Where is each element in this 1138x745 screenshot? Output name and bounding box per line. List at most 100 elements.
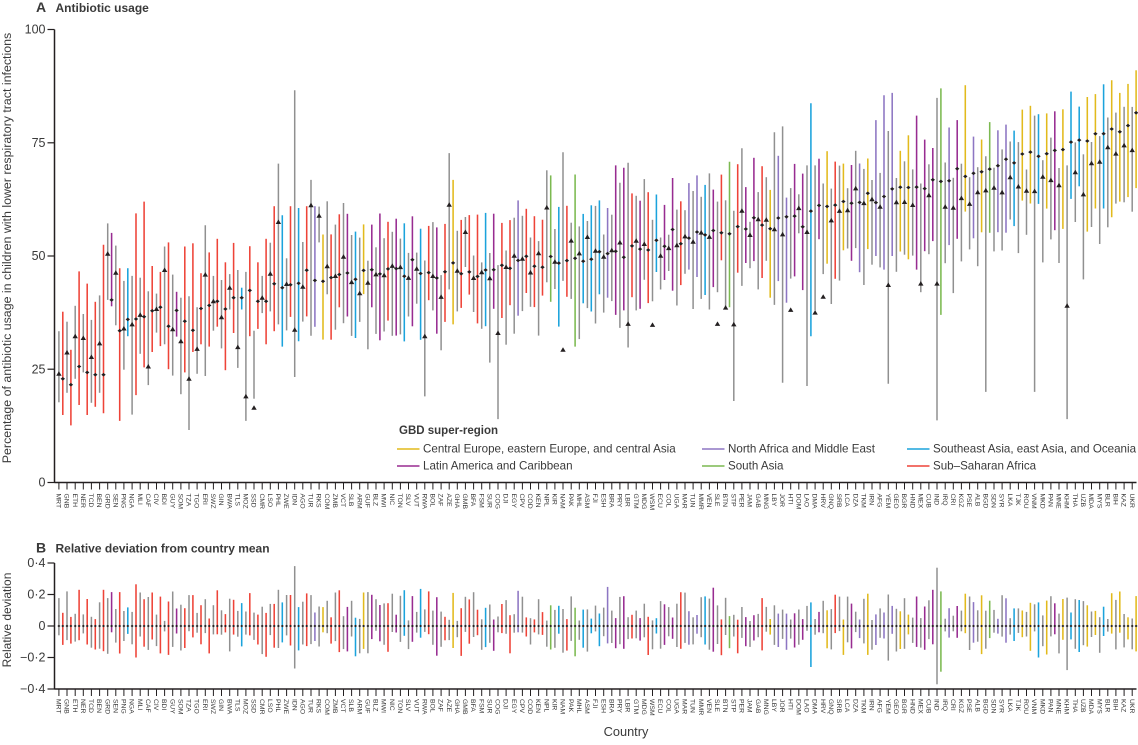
svg-text:NPL: NPL <box>542 699 549 712</box>
svg-text:MDA: MDA <box>1087 699 1094 715</box>
svg-text:GMB: GMB <box>461 699 468 715</box>
svg-text:SDN: SDN <box>990 699 997 713</box>
svg-text:SDN: SDN <box>990 494 997 508</box>
svg-text:ALB: ALB <box>973 699 980 712</box>
svg-text:TUR: TUR <box>307 494 314 508</box>
svg-text:LCA: LCA <box>843 699 850 713</box>
svg-text:NGA: NGA <box>128 699 135 714</box>
svg-text:IDN: IDN <box>290 494 297 506</box>
svg-text:COL: COL <box>664 699 671 713</box>
svg-text:ZMB: ZMB <box>331 494 338 509</box>
svg-text:TCD: TCD <box>87 494 94 508</box>
svg-text:FSM: FSM <box>477 699 484 714</box>
svg-text:CMR: CMR <box>258 494 265 510</box>
svg-text:STP: STP <box>729 494 736 508</box>
svg-text:BOL: BOL <box>429 494 436 508</box>
svg-text:SLB: SLB <box>347 494 354 507</box>
svg-text:GTM: GTM <box>632 699 639 714</box>
svg-text:TKM: TKM <box>860 494 867 509</box>
svg-text:Antibiotic usage: Antibiotic usage <box>56 1 150 15</box>
svg-text:WSM: WSM <box>648 494 655 511</box>
svg-text:GRD: GRD <box>103 699 110 714</box>
svg-text:MNE: MNE <box>1055 699 1062 715</box>
svg-text:GNB: GNB <box>63 699 70 714</box>
svg-text:Relative deviation: Relative deviation <box>0 573 14 668</box>
svg-text:IDN: IDN <box>290 699 297 711</box>
svg-text:RWA: RWA <box>420 699 427 715</box>
svg-text:BGR: BGR <box>900 699 907 714</box>
svg-text:CMR: CMR <box>258 699 265 715</box>
svg-text:COD: COD <box>526 494 533 509</box>
svg-text:IRN: IRN <box>868 494 875 506</box>
svg-text:JOR: JOR <box>778 494 785 508</box>
svg-text:CPV: CPV <box>518 699 525 713</box>
svg-text:HRV: HRV <box>819 494 826 509</box>
svg-text:AFG: AFG <box>876 494 883 508</box>
svg-text:MHL: MHL <box>575 494 582 509</box>
svg-text:LAO: LAO <box>803 699 810 713</box>
svg-text:MDG: MDG <box>640 699 647 715</box>
svg-text:50: 50 <box>32 249 46 263</box>
svg-text:KEN: KEN <box>534 494 541 508</box>
svg-text:HRV: HRV <box>819 699 826 714</box>
svg-text:NER: NER <box>79 494 86 508</box>
svg-text:MAR: MAR <box>681 494 688 509</box>
svg-text:JOR: JOR <box>778 699 785 713</box>
svg-text:BFA: BFA <box>469 699 476 712</box>
svg-text:BIH: BIH <box>1112 494 1119 505</box>
svg-text:PHL: PHL <box>274 494 281 507</box>
svg-text:MNE: MNE <box>1055 494 1062 510</box>
svg-text:LBR: LBR <box>624 699 631 712</box>
svg-text:EGY: EGY <box>510 699 517 714</box>
svg-text:ASM: ASM <box>583 494 590 509</box>
svg-text:UZB: UZB <box>1079 494 1086 508</box>
svg-text:HND: HND <box>908 494 915 509</box>
svg-text:VUT: VUT <box>412 494 419 508</box>
svg-text:TUN: TUN <box>689 494 696 508</box>
svg-text:TGO: TGO <box>193 494 200 509</box>
svg-text:Southeast Asia, east Asia, and: Southeast Asia, east Asia, and Oceania <box>933 443 1137 456</box>
svg-text:IND: IND <box>933 494 940 506</box>
svg-text:Percentage of antibiotic usage: Percentage of antibiotic usage in childr… <box>0 33 14 463</box>
svg-text:ZAF: ZAF <box>437 494 444 507</box>
svg-text:PER: PER <box>738 494 745 508</box>
svg-text:LBR: LBR <box>624 494 631 507</box>
svg-text:CAF: CAF <box>144 699 151 713</box>
svg-text:PHL: PHL <box>274 699 281 712</box>
svg-text:BTN: BTN <box>721 494 728 508</box>
svg-text:RWA: RWA <box>420 494 427 510</box>
svg-text:THA: THA <box>1071 699 1078 713</box>
svg-text:MLI: MLI <box>136 699 143 710</box>
svg-text:BRA: BRA <box>607 494 614 508</box>
svg-text:HTI: HTI <box>786 699 793 710</box>
svg-text:STP: STP <box>729 699 736 713</box>
svg-text:BGD: BGD <box>981 699 988 714</box>
svg-text:ESH: ESH <box>599 699 606 713</box>
svg-text:GUY: GUY <box>168 699 175 714</box>
svg-text:NAM: NAM <box>559 494 566 509</box>
svg-text:RKS: RKS <box>315 494 322 508</box>
svg-text:Latin America and Caribbean: Latin America and Caribbean <box>423 460 573 473</box>
svg-text:ARM: ARM <box>355 494 362 509</box>
svg-text:SUR: SUR <box>485 494 492 508</box>
svg-text:YEM: YEM <box>884 699 891 714</box>
svg-text:GEO: GEO <box>892 494 899 509</box>
svg-text:KAZ: KAZ <box>1120 699 1127 712</box>
svg-text:TGO: TGO <box>193 699 200 714</box>
svg-text:B: B <box>36 540 46 556</box>
svg-text:MYS: MYS <box>1095 494 1102 509</box>
svg-text:UKR: UKR <box>1128 699 1135 713</box>
svg-text:SLV: SLV <box>404 699 411 712</box>
svg-text:LSO: LSO <box>266 699 273 713</box>
svg-text:VUT: VUT <box>412 699 419 713</box>
svg-text:GBD super-region: GBD super-region <box>399 425 498 437</box>
svg-text:PAK: PAK <box>567 494 574 508</box>
svg-text:ROU: ROU <box>1022 494 1029 509</box>
svg-text:BDI: BDI <box>160 494 167 505</box>
svg-text:BEN: BEN <box>95 699 102 713</box>
svg-text:COM: COM <box>323 699 330 715</box>
svg-text:DZA: DZA <box>851 494 858 508</box>
svg-text:FSM: FSM <box>477 494 484 509</box>
svg-text:GHA: GHA <box>453 699 460 714</box>
svg-text:VCT: VCT <box>339 699 346 713</box>
